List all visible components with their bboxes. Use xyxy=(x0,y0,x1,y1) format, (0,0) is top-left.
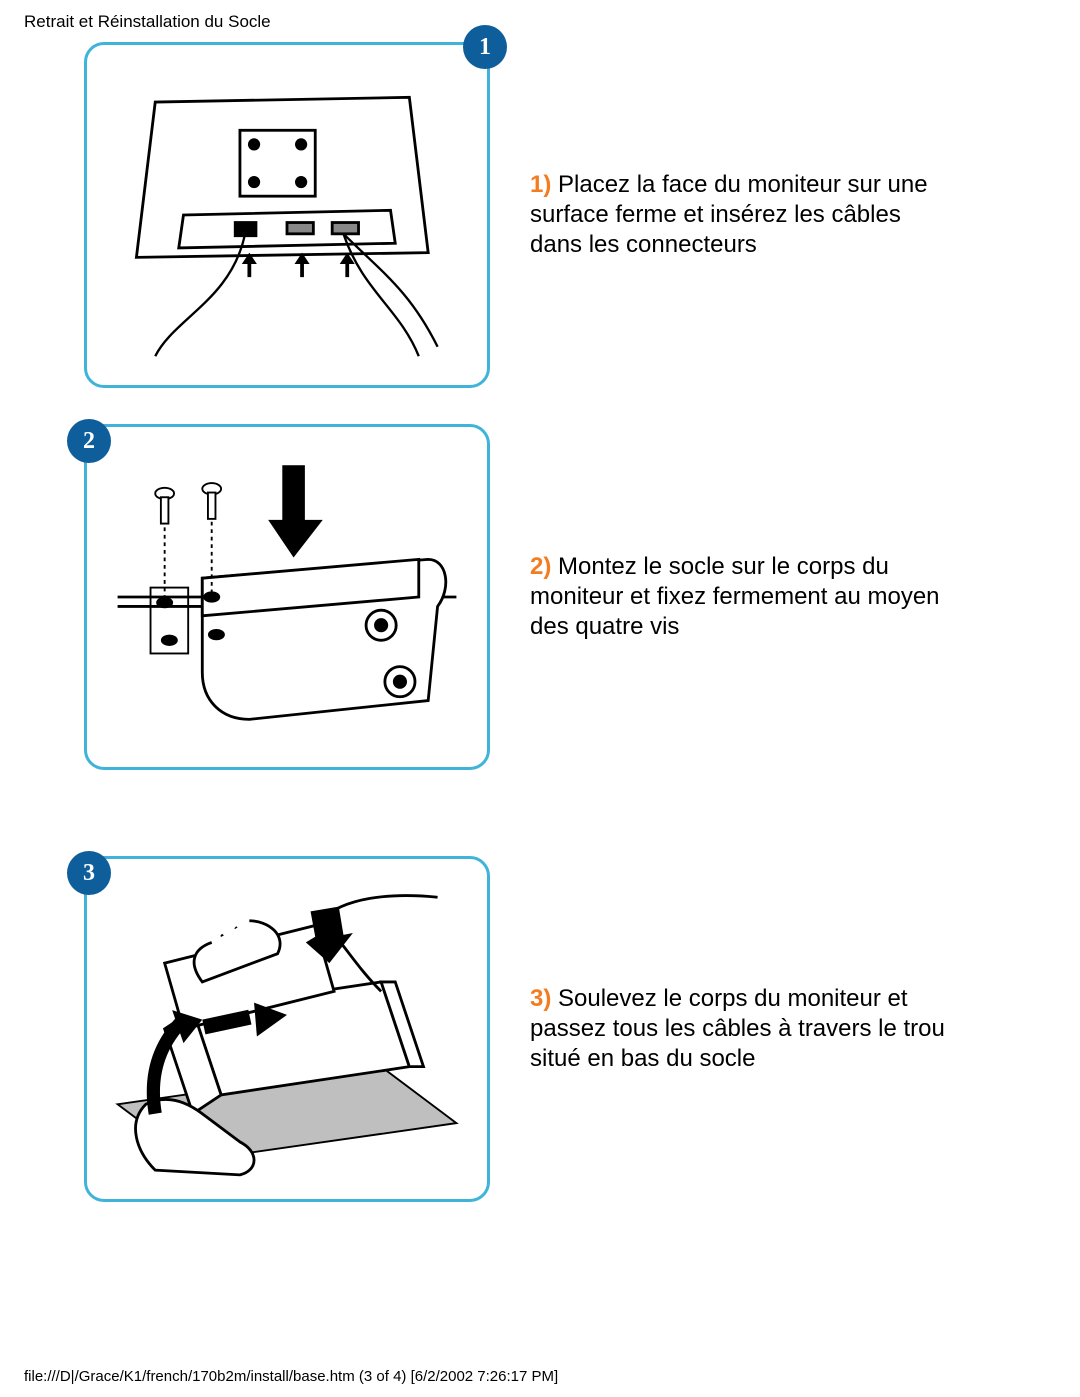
step-number-badge: 3 xyxy=(67,851,111,895)
steps-container: 1 xyxy=(84,42,1056,1202)
step-instruction: 3) Soulevez le corps du moniteur et pass… xyxy=(530,984,950,1074)
monitor-back-icon xyxy=(97,55,477,375)
step-instruction: 1) Placez la face du moniteur sur une su… xyxy=(530,170,950,260)
step-text: Placez la face du moniteur sur une surfa… xyxy=(530,171,928,258)
step-number: 2 xyxy=(83,428,95,455)
lift-cable-icon xyxy=(97,869,477,1189)
step-text: Soulevez le corps du moniteur et passez … xyxy=(530,985,945,1072)
step-number-badge: 2 xyxy=(67,419,111,463)
step-number-badge: 1 xyxy=(463,25,507,69)
step-illustration: 1 xyxy=(84,42,490,388)
step-illustration: 3 xyxy=(84,856,490,1202)
page: Retrait et Réinstallation du Socle 1 xyxy=(0,0,1080,1397)
step-instruction: 2) Montez le socle sur le corps du monit… xyxy=(530,552,950,642)
step-text: Montez le socle sur le corps du moniteur… xyxy=(530,553,940,640)
base-screws-icon xyxy=(97,437,477,757)
page-title: Retrait et Réinstallation du Socle xyxy=(24,12,1056,32)
step-number-label: 2) xyxy=(530,553,551,580)
step-row: 3 xyxy=(84,856,1056,1202)
step-number: 1 xyxy=(479,34,491,61)
step-number-label: 1) xyxy=(530,171,551,198)
step-row: 2 xyxy=(84,424,1056,770)
footer-path: file:///D|/Grace/K1/french/170b2m/instal… xyxy=(24,1368,558,1385)
step-illustration: 2 xyxy=(84,424,490,770)
step-row: 1 xyxy=(84,42,1056,388)
step-number-label: 3) xyxy=(530,985,551,1012)
step-number: 3 xyxy=(83,860,95,887)
